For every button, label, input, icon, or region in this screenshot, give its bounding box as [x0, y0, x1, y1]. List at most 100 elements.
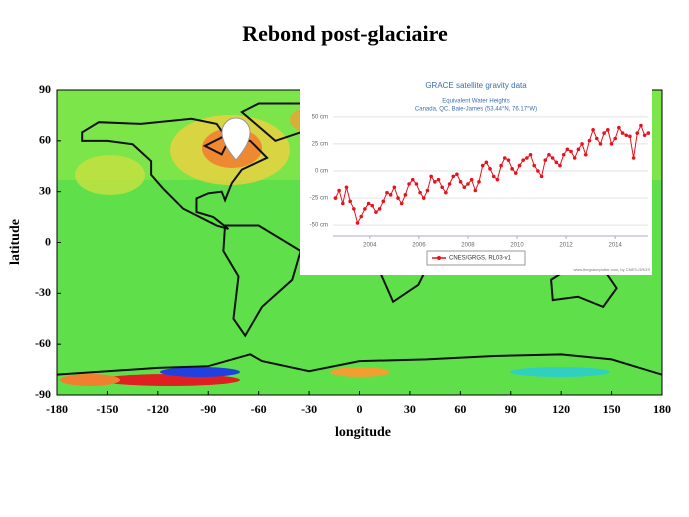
data-point [580, 142, 584, 146]
data-point [517, 163, 522, 168]
x-tick-label: 120 [552, 402, 570, 416]
y-tick-label: -25 cm [310, 196, 328, 202]
data-point [348, 199, 352, 204]
data-point [620, 131, 625, 135]
data-point [370, 203, 375, 208]
x-tick-label: 2010 [510, 243, 524, 249]
data-point [469, 177, 474, 182]
data-point [547, 152, 551, 157]
data-point [491, 174, 496, 179]
x-tick-label: -90 [200, 402, 216, 416]
data-point [499, 163, 503, 168]
data-point [466, 182, 470, 186]
data-point [363, 207, 367, 211]
x-tick-label: 0 [357, 402, 363, 416]
y-tick-label: 50 cm [312, 114, 328, 120]
x-tick-label: 30 [404, 402, 416, 416]
data-point [594, 136, 599, 141]
data-point [377, 207, 382, 211]
y-tick-label: 25 cm [312, 141, 328, 147]
data-point [407, 182, 411, 186]
legend-label: CNES/GRGS, RL03-v1 [449, 256, 512, 262]
coast [57, 354, 662, 374]
x-tick-label: -30 [301, 402, 317, 416]
data-point [410, 177, 415, 182]
data-point [587, 138, 592, 143]
x-tick-label: 2012 [559, 243, 573, 249]
x-tick-label: -120 [147, 402, 169, 416]
y-tick-label: -50 cm [310, 223, 328, 229]
data-point [399, 201, 404, 206]
inset-subtitle: Equivalent Water Heights [442, 99, 509, 105]
data-point [418, 190, 422, 195]
data-point [539, 174, 544, 179]
data-point [525, 156, 529, 160]
inset: GRACE satellite gravity data Equivalent … [300, 75, 652, 275]
y-tick-label: 30 [39, 183, 51, 197]
data-point [433, 180, 437, 184]
x-tick-label: 150 [603, 402, 621, 416]
data-point [639, 123, 643, 128]
heat-blob [160, 367, 240, 377]
data-point [506, 158, 511, 162]
data-point [333, 196, 338, 200]
slide-title: Rebond post-glaciaire [242, 21, 448, 46]
credit: www.thegraceplotter.com, by CNES-GRGS [574, 267, 651, 272]
data-point [536, 169, 540, 173]
data-point [609, 142, 614, 146]
location-pin [221, 117, 251, 161]
data-point [477, 180, 481, 184]
data-point [510, 167, 514, 171]
x-tick-label: 2006 [412, 243, 426, 249]
x-tick-label: -180 [46, 402, 68, 416]
y-tick-label: -60 [35, 336, 51, 350]
data-point [359, 214, 364, 219]
data-point [502, 156, 507, 160]
data-point [558, 163, 562, 168]
data-point [576, 147, 581, 152]
data-point [628, 134, 632, 139]
x-axis-label: longitude [335, 425, 391, 440]
data-point [572, 156, 577, 160]
data-point [429, 174, 433, 179]
data-point [532, 163, 537, 168]
heat-blob [330, 367, 390, 377]
data-point [606, 128, 610, 132]
legend-box [426, 250, 526, 266]
data-point [392, 185, 397, 190]
x-tick-label: -150 [96, 402, 118, 416]
x-tick-label: 60 [454, 402, 466, 416]
data-point [341, 201, 345, 206]
y-tick-label: -30 [35, 285, 51, 299]
inset-background [300, 75, 652, 275]
x-tick-label: 2008 [461, 243, 475, 249]
data-point [602, 131, 606, 135]
data-point [385, 190, 389, 195]
data-point [440, 185, 444, 190]
data-point [462, 185, 467, 190]
y-tick-label: 90 [39, 82, 51, 96]
data-point [642, 133, 647, 138]
y-tick-label: 60 [39, 133, 51, 147]
data-point [355, 221, 360, 225]
data-point [484, 160, 489, 165]
data-point [396, 196, 400, 200]
data-point [561, 152, 566, 157]
heat-blob [100, 374, 240, 386]
data-point [554, 160, 559, 165]
data-point [447, 182, 452, 186]
data-point [388, 193, 393, 197]
x-tick-label: 2014 [609, 243, 623, 249]
data-point [458, 180, 463, 184]
data-point [381, 199, 386, 204]
data-point [543, 158, 548, 162]
inset-location: Canada, QC, Baie-James (53.44°N, 76.17°W… [415, 107, 537, 113]
heat-blob [60, 374, 120, 386]
heat-blob [510, 367, 610, 377]
data-point [624, 133, 629, 138]
data-point [414, 182, 419, 186]
data-point [374, 210, 378, 214]
x-tick-label: 90 [505, 402, 517, 416]
